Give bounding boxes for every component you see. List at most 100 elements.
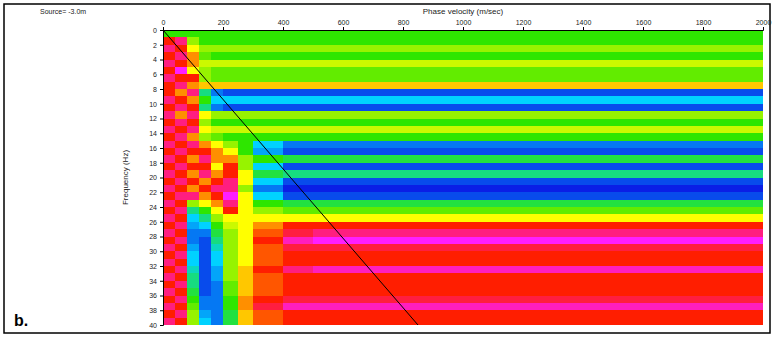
y-tick-mark bbox=[160, 133, 163, 134]
heat-cell bbox=[238, 273, 254, 281]
heat-cell bbox=[223, 155, 239, 163]
y-tick-label: 8 bbox=[153, 86, 157, 93]
x-tick-mark bbox=[343, 27, 344, 30]
heat-cell bbox=[211, 119, 224, 127]
heat-cell bbox=[199, 318, 212, 325]
heat-cell bbox=[313, 288, 374, 296]
heat-cell bbox=[238, 200, 254, 208]
y-tick: 18 bbox=[149, 159, 163, 166]
heat-cell bbox=[238, 229, 254, 237]
heat-cell bbox=[211, 30, 224, 38]
heat-cell bbox=[373, 60, 763, 68]
heat-cell bbox=[163, 185, 176, 193]
heat-cell bbox=[223, 303, 239, 311]
heat-cell bbox=[253, 222, 284, 230]
heat-cell bbox=[199, 200, 212, 208]
heat-cell bbox=[313, 273, 374, 281]
y-tick: 16 bbox=[149, 145, 163, 152]
heat-cell bbox=[187, 111, 200, 119]
heat-cell bbox=[238, 52, 254, 60]
heat-cell bbox=[163, 273, 176, 281]
heat-cell bbox=[175, 251, 188, 259]
y-tick-mark bbox=[160, 237, 163, 238]
heat-cell bbox=[253, 185, 284, 193]
y-tick-mark bbox=[160, 325, 163, 326]
plot-area bbox=[163, 30, 763, 325]
heat-cell bbox=[313, 303, 374, 311]
heat-cell bbox=[223, 200, 239, 208]
y-tick: 12 bbox=[149, 115, 163, 122]
heat-cell bbox=[313, 74, 374, 82]
heat-cell bbox=[211, 222, 224, 230]
heat-cell bbox=[211, 170, 224, 178]
heat-cell bbox=[238, 310, 254, 318]
heat-cell bbox=[163, 89, 176, 97]
heat-cell bbox=[223, 318, 239, 325]
heat-cell bbox=[313, 237, 374, 245]
heat-cell bbox=[199, 288, 212, 296]
heat-cell bbox=[187, 185, 200, 193]
heat-cell bbox=[211, 111, 224, 119]
heat-cell bbox=[223, 273, 239, 281]
heat-cell bbox=[199, 281, 212, 289]
heat-cell bbox=[283, 214, 314, 222]
heat-cell bbox=[313, 310, 374, 318]
heat-cell bbox=[253, 266, 284, 274]
heat-cell bbox=[175, 60, 188, 68]
heat-cell bbox=[163, 310, 176, 318]
heat-cell bbox=[211, 67, 224, 75]
heat-cell bbox=[175, 273, 188, 281]
heat-cell bbox=[199, 141, 212, 149]
heat-cell bbox=[163, 222, 176, 230]
heat-cell bbox=[187, 237, 200, 245]
y-tick-mark bbox=[160, 178, 163, 179]
y-tick: 36 bbox=[149, 292, 163, 299]
heat-cell bbox=[238, 45, 254, 53]
source-note: Source= -3.0m bbox=[40, 8, 86, 15]
x-tick-mark bbox=[583, 27, 584, 30]
x-tick-label: 800 bbox=[398, 19, 410, 26]
heat-cell bbox=[253, 89, 284, 97]
heat-cell bbox=[373, 133, 763, 141]
heat-cell bbox=[283, 273, 314, 281]
heat-cell bbox=[373, 207, 763, 215]
heat-cell bbox=[211, 155, 224, 163]
heat-cell bbox=[187, 30, 200, 38]
heat-cell bbox=[253, 96, 284, 104]
y-tick-label: 12 bbox=[149, 115, 157, 122]
x-tick-label: 1000 bbox=[456, 19, 472, 26]
y-tick: 40 bbox=[149, 322, 163, 329]
heat-cell bbox=[373, 163, 763, 171]
y-tick: 0 bbox=[153, 27, 163, 34]
heat-cell bbox=[283, 163, 314, 171]
heat-cell bbox=[211, 244, 224, 252]
heat-cell bbox=[199, 185, 212, 193]
y-tick: 6 bbox=[153, 71, 163, 78]
heat-cell bbox=[313, 200, 374, 208]
x-tick-label: 1600 bbox=[636, 19, 652, 26]
heat-cell bbox=[283, 296, 314, 304]
heat-cell bbox=[163, 192, 176, 200]
heat-cell bbox=[175, 237, 188, 245]
heat-cell bbox=[175, 89, 188, 97]
heat-cell bbox=[223, 30, 239, 38]
heat-cell bbox=[373, 67, 763, 75]
heat-cell bbox=[211, 251, 224, 259]
heat-cell bbox=[223, 310, 239, 318]
heat-cell bbox=[223, 281, 239, 289]
y-tick-label: 0 bbox=[153, 27, 157, 34]
heat-cell bbox=[175, 74, 188, 82]
heat-cell bbox=[163, 155, 176, 163]
heat-cell bbox=[187, 310, 200, 318]
heat-cell bbox=[211, 148, 224, 156]
heat-cell bbox=[253, 214, 284, 222]
heat-cell bbox=[238, 163, 254, 171]
heat-cell bbox=[163, 67, 176, 75]
heat-cell bbox=[253, 74, 284, 82]
heat-cell bbox=[187, 207, 200, 215]
heat-cell bbox=[238, 37, 254, 45]
heat-cell bbox=[175, 318, 188, 325]
heat-cell bbox=[313, 296, 374, 304]
heat-cell bbox=[187, 141, 200, 149]
heat-cell bbox=[373, 259, 763, 267]
